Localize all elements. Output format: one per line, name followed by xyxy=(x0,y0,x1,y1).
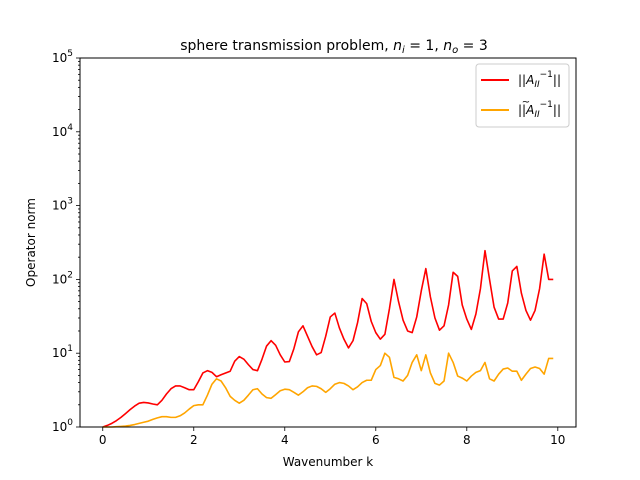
legend-label-series-2: ||AII−1|| xyxy=(518,100,561,120)
x-tick-label: 8 xyxy=(463,433,471,447)
plot-frame xyxy=(79,57,577,428)
y-tick-label: 101 xyxy=(52,344,73,360)
y-tick-label: 103 xyxy=(52,197,73,213)
legend-tilde-mark: ~ xyxy=(522,97,530,108)
x-tick-label: 6 xyxy=(372,433,380,447)
y-tick-label: 104 xyxy=(52,123,73,139)
chart-title: sphere transmission problem, ni = 1, no … xyxy=(180,38,488,56)
y-axis-label: Operator norm xyxy=(24,198,38,287)
y-axis-ticks: 100 101 102 103 104 105 xyxy=(52,49,80,434)
y-tick-label: 105 xyxy=(52,49,73,65)
legend: ||AII−1|| ||AII−1|| ~ xyxy=(475,63,570,128)
x-tick-label: 10 xyxy=(550,433,565,447)
x-tick-label: 2 xyxy=(190,433,198,447)
x-axis-label: Wavenumber k xyxy=(283,455,374,469)
series-line-2 xyxy=(102,352,554,428)
y-tick-label: 102 xyxy=(52,270,73,286)
legend-label-series-1: ||AII−1|| xyxy=(518,70,561,90)
x-axis-ticks: 0 2 4 6 8 10 xyxy=(99,427,565,447)
y-tick-label: 100 xyxy=(52,418,73,434)
series-layer xyxy=(102,249,554,428)
x-tick-label: 0 xyxy=(99,433,107,447)
series-line-1 xyxy=(102,249,554,428)
x-tick-label: 4 xyxy=(281,433,289,447)
